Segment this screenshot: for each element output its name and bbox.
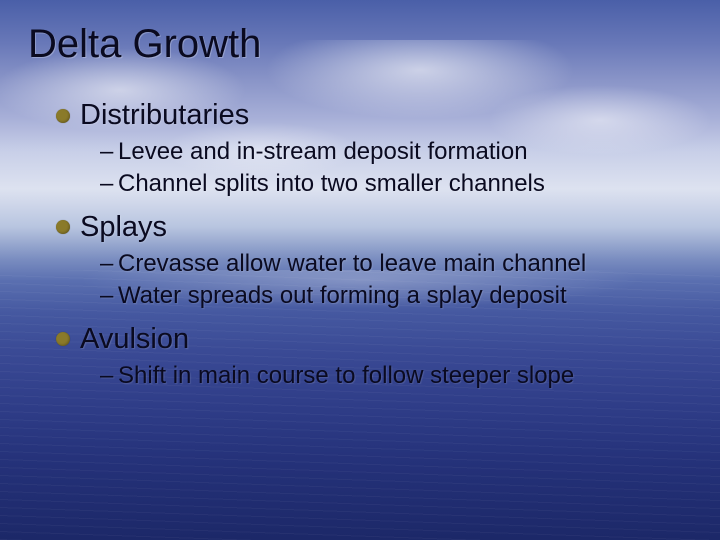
bullet-dot-icon	[56, 109, 70, 123]
sub-list: –Crevasse allow water to leave main chan…	[56, 248, 692, 313]
sub-text: Levee and in-stream deposit formation	[118, 138, 528, 165]
sub-text: Shift in main course to follow steeper s…	[118, 362, 574, 389]
dash-icon: –	[100, 136, 118, 168]
sub-list: –Shift in main course to follow steeper …	[56, 360, 692, 392]
dash-icon: –	[100, 280, 118, 312]
dash-icon: –	[100, 248, 118, 280]
bullet-item-splays: Splays –Crevasse allow water to leave ma…	[56, 211, 692, 313]
bullet-list: Distributaries –Levee and in-stream depo…	[28, 99, 692, 392]
bullet-row: Distributaries	[56, 99, 692, 132]
bullet-dot-icon	[56, 220, 70, 234]
sub-item: –Crevasse allow water to leave main chan…	[100, 248, 692, 280]
sub-item: –Channel splits into two smaller channel…	[100, 168, 692, 200]
sub-item: –Shift in main course to follow steeper …	[100, 360, 692, 392]
bullet-item-distributaries: Distributaries –Levee and in-stream depo…	[56, 99, 692, 201]
bullet-dot-icon	[56, 332, 70, 346]
dash-icon: –	[100, 168, 118, 200]
bullet-item-avulsion: Avulsion –Shift in main course to follow…	[56, 323, 692, 392]
sub-text: Water spreads out forming a splay deposi…	[118, 282, 567, 309]
slide: Delta Growth Distributaries –Levee and i…	[0, 0, 720, 540]
bullet-label: Distributaries	[80, 99, 249, 132]
slide-title: Delta Growth	[28, 22, 692, 67]
slide-content: Delta Growth Distributaries –Levee and i…	[0, 0, 720, 392]
bullet-row: Splays	[56, 211, 692, 244]
bullet-label: Avulsion	[80, 323, 189, 356]
bullet-label: Splays	[80, 211, 167, 244]
dash-icon: –	[100, 360, 118, 392]
sub-item: –Levee and in-stream deposit formation	[100, 136, 692, 168]
sub-text: Crevasse allow water to leave main chann…	[118, 250, 586, 277]
sub-list: –Levee and in-stream deposit formation –…	[56, 136, 692, 201]
bullet-row: Avulsion	[56, 323, 692, 356]
sub-item: –Water spreads out forming a splay depos…	[100, 280, 692, 312]
sub-text: Channel splits into two smaller channels	[118, 170, 545, 197]
